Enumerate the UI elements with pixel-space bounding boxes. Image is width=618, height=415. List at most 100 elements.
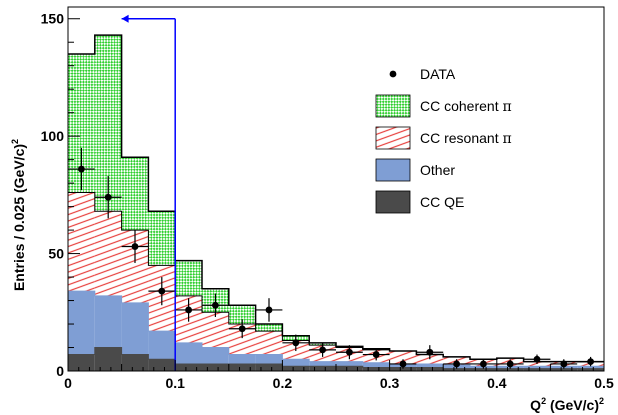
bar-1-6 [228,354,256,364]
legend-marker-data [389,70,397,78]
data-point-17 [533,355,541,363]
bar-3-2 [121,157,149,231]
legend-label-suffix: π [502,99,511,115]
data-point-2 [131,243,139,250]
bar-1-5 [202,347,229,364]
x-tick-label: 0 [64,375,72,391]
bar-3-4 [175,260,202,296]
y-axis-label: Entries / 0.025 (GeV/c)2 [10,139,27,291]
bar-2-5 [202,312,229,348]
x-axis-label: Q2 (GeV/c)2 [530,396,604,413]
bar-3-7 [255,324,283,332]
legend-swatch-2 [375,126,411,150]
bar-0-6 [228,363,256,371]
bar-0-12 [389,367,417,371]
legend-label-text: CC coherent [420,98,502,114]
bar-1-10 [336,361,363,367]
legend-label: CC resonant π [420,130,512,147]
y-axis: 0 50 100 150 [41,11,80,379]
y-tick-label: 50 [48,246,64,262]
data-point-7 [265,306,273,314]
data-point-3 [158,287,166,295]
bar-1-0 [68,291,95,355]
cut-line [121,14,176,371]
legend-label-text: CC resonant [420,130,502,146]
data-point-15 [480,360,487,368]
bar-0-15 [470,368,497,371]
x-tick-label: 0.2 [273,375,293,391]
legend-label-text: CC QE [420,194,464,210]
bar-1-8 [282,359,310,367]
x-tick-label: 0.5 [594,375,614,391]
bar-0-0 [68,354,95,371]
bar-0-4 [175,363,202,371]
bar-1-1 [94,295,122,348]
bar-0-5 [202,363,229,371]
bar-0-7 [255,363,283,371]
data-point-10 [346,348,353,356]
y-tick-label: 0 [56,363,64,379]
bar-0-11 [362,367,390,371]
data-point-11 [372,351,380,358]
data-point-13 [426,348,434,356]
bar-0-17 [523,368,551,371]
bar-1-7 [255,354,283,364]
bar-0-10 [336,366,363,371]
x-tick-label: 0.4 [487,375,507,391]
legend-swatch-3 [375,158,411,182]
x-tick-label: 0.1 [165,375,185,391]
legend-label-text: Other [420,162,455,178]
bar-0-8 [282,366,310,371]
stack-outline [68,34,604,370]
legend-swatch-1 [375,94,411,118]
bar-1-3 [148,331,176,360]
bar-2-1 [94,211,122,296]
bar-1-11 [362,362,390,368]
bar-0-1 [94,347,122,371]
bar-2-7 [255,331,283,355]
bar-1-4 [175,342,202,364]
data-point-14 [453,360,460,368]
bar-2-12 [389,351,417,364]
data-points [68,147,604,369]
data-point-18 [560,360,568,368]
x-axis: 0 0.1 0.2 0.3 0.4 0.5 [64,360,614,391]
data-point-6 [238,325,246,333]
bar-0-18 [550,368,578,371]
bar-0-13 [416,367,444,371]
data-point-4 [185,306,193,314]
legend-swatch-4 [375,190,411,214]
legend-label: DATA [420,66,456,82]
data-point-16 [506,360,514,368]
legend-label: CC coherent π [420,98,512,115]
bar-1-13 [416,363,444,368]
data-point-19 [587,358,594,366]
bar-0-16 [496,368,524,371]
bar-1-9 [309,361,336,367]
bar-1-17 [523,366,551,369]
data-point-1 [104,193,112,201]
bar-1-2 [121,302,149,355]
bar-0-9 [309,366,336,371]
bar-0-19 [577,368,604,371]
y-tick-label: 100 [41,128,65,144]
stack-outline-0 [68,347,604,370]
bar-3-3 [148,211,176,266]
series-cc-qe [68,347,604,371]
cut-arrow-head [121,14,129,23]
data-point-8 [292,339,300,347]
bar-2-0 [68,192,95,292]
y-tick-label: 150 [41,11,65,27]
data-point-9 [319,346,326,354]
bar-0-3 [148,359,176,371]
data-point-12 [399,360,407,368]
data-point-5 [212,301,219,309]
bar-1-19 [577,366,604,369]
x-tick-label: 0.3 [380,375,400,391]
bar-0-14 [443,368,470,371]
legend-label: Other [420,162,455,178]
legend-label-suffix: π [502,131,511,147]
bar-0-2 [121,354,149,371]
